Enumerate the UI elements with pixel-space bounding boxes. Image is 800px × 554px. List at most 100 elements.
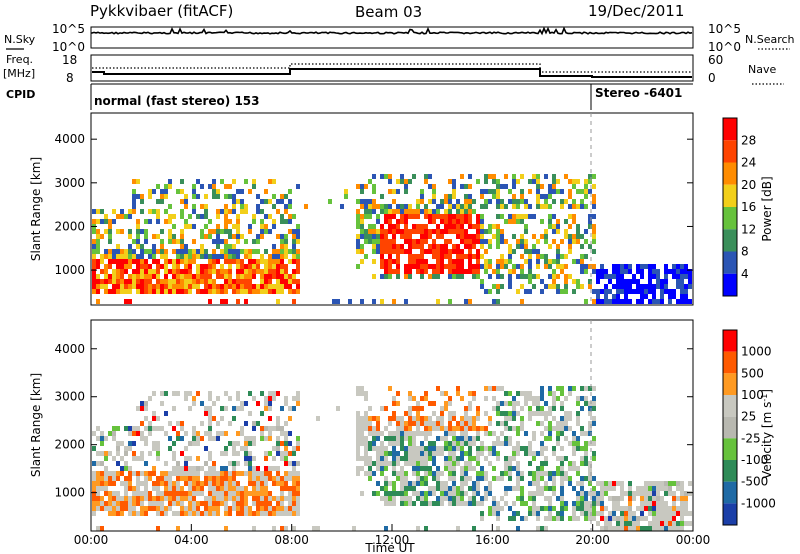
heatmap-cell: [500, 184, 504, 189]
heatmap-cell: [500, 431, 504, 436]
heatmap-cell: [460, 476, 464, 481]
heatmap-cell: [396, 436, 400, 441]
heatmap-cell: [396, 209, 400, 214]
heatmap-cell: [540, 446, 544, 451]
heatmap-cell: [212, 284, 216, 289]
heatmap-cell: [460, 471, 464, 476]
heatmap-cell: [484, 396, 488, 401]
heatmap-cell: [372, 189, 376, 194]
heatmap-cell: [508, 391, 512, 396]
heatmap-cell: [660, 481, 664, 486]
heatmap-cell: [472, 421, 476, 426]
heatmap-cell: [216, 491, 220, 496]
heatmap-cell: [112, 426, 116, 431]
heatmap-cell: [496, 386, 500, 391]
heatmap-cell: [544, 486, 548, 491]
heatmap-cell: [680, 506, 684, 511]
heatmap-cell: [360, 204, 364, 209]
heatmap-cell: [400, 234, 404, 239]
heatmap-cell: [128, 501, 132, 506]
heatmap-cell: [552, 179, 556, 184]
heatmap-cell: [640, 501, 644, 506]
heatmap-cell: [368, 471, 372, 476]
heatmap-cell: [196, 254, 200, 259]
heatmap-cell: [464, 269, 468, 274]
heatmap-cell: [604, 526, 608, 531]
colorbar-swatch: [723, 273, 737, 296]
heatmap-cell: [228, 506, 232, 511]
heatmap-cell: [192, 436, 196, 441]
heatmap-cell: [556, 249, 560, 254]
heatmap-cell: [492, 431, 496, 436]
heatmap-cell: [484, 264, 488, 269]
heatmap-cell: [508, 219, 512, 224]
heatmap-cell: [476, 461, 480, 466]
heatmap-cell: [368, 476, 372, 481]
heatmap-cell: [496, 184, 500, 189]
heatmap-cell: [684, 511, 688, 516]
heatmap-cell: [280, 496, 284, 501]
heatmap-cell: [408, 416, 412, 421]
heatmap-cell: [460, 209, 464, 214]
heatmap-cell: [140, 431, 144, 436]
heatmap-cell: [516, 431, 520, 436]
heatmap-cell: [224, 214, 228, 219]
heatmap-cell: [100, 481, 104, 486]
heatmap-cell: [404, 189, 408, 194]
heatmap-cell: [136, 179, 140, 184]
heatmap-cell: [212, 184, 216, 189]
heatmap-cell: [368, 204, 372, 209]
heatmap-cell: [252, 219, 256, 224]
heatmap-cell: [184, 506, 188, 511]
heatmap-cell: [360, 214, 364, 219]
heatmap-cell: [268, 279, 272, 284]
heatmap-cell: [656, 269, 660, 274]
heatmap-cell: [232, 249, 236, 254]
heatmap-cell: [468, 254, 472, 259]
heatmap-cell: [652, 289, 656, 294]
heatmap-cell: [536, 249, 540, 254]
heatmap-cell: [212, 511, 216, 516]
heatmap-cell: [664, 516, 668, 521]
colorbar-tick-label: 24: [741, 156, 756, 170]
heatmap-cell: [428, 199, 432, 204]
heatmap-cell: [220, 466, 224, 471]
heatmap-cell: [452, 204, 456, 209]
heatmap-cell: [184, 431, 188, 436]
heatmap-cell: [608, 481, 612, 486]
heatmap-cell: [568, 426, 572, 431]
heatmap-cell: [240, 446, 244, 451]
heatmap-cell: [552, 199, 556, 204]
heatmap-cell: [660, 299, 664, 304]
heatmap-cell: [404, 264, 408, 269]
heatmap-cell: [536, 411, 540, 416]
heatmap-cell: [364, 461, 368, 466]
heatmap-cell: [592, 486, 596, 491]
heatmap-cell: [492, 406, 496, 411]
heatmap-cell: [112, 481, 116, 486]
heatmap-cell: [548, 224, 552, 229]
heatmap-cell: [428, 234, 432, 239]
heatmap-cell: [432, 471, 436, 476]
heatmap-cell: [140, 401, 144, 406]
heatmap-cell: [460, 426, 464, 431]
heatmap-cell: [384, 209, 388, 214]
heatmap-cell: [376, 244, 380, 249]
heatmap-cell: [216, 239, 220, 244]
heatmap-cell: [424, 416, 428, 421]
heatmap-cell: [492, 396, 496, 401]
heatmap-cell: [480, 284, 484, 289]
heatmap-cell: [132, 451, 136, 456]
heatmap-cell: [268, 289, 272, 294]
heatmap-cell: [284, 496, 288, 501]
heatmap-cell: [424, 239, 428, 244]
heatmap-cell: [592, 264, 596, 269]
heatmap-cell: [452, 224, 456, 229]
heatmap-cell: [444, 199, 448, 204]
heatmap-cell: [232, 289, 236, 294]
heatmap-cell: [348, 299, 352, 304]
heatmap-cell: [196, 249, 200, 254]
heatmap-cell: [608, 289, 612, 294]
heatmap-cell: [204, 461, 208, 466]
heatmap-cell: [420, 224, 424, 229]
